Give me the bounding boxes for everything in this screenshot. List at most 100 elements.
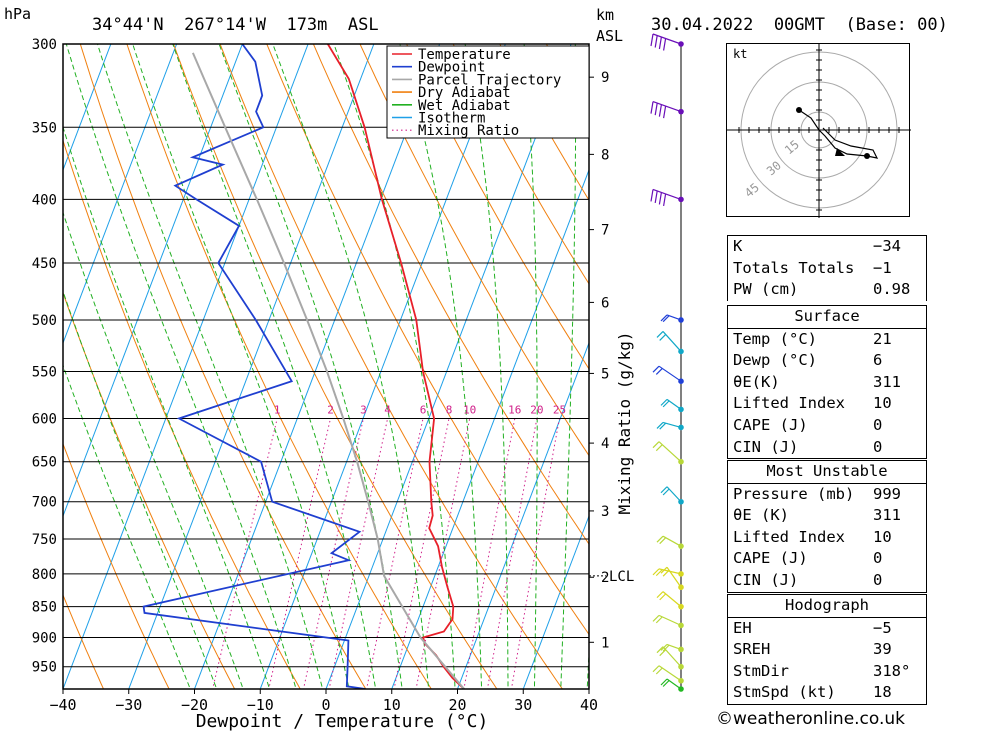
surface-dewp-label: Dewp (°C) [733,351,817,370]
mu-cin-value: 0 [873,570,883,589]
mixing-ratio-label: 2 [327,404,334,417]
temperature-tick-label: 40 [580,696,598,714]
stmspd-value: 18 [873,683,892,702]
wind-barb [660,643,684,653]
hodograph-plot: kt 15 30 45 [727,44,911,218]
wind-barb [652,365,684,384]
pressure-tick-label: 950 [32,660,57,676]
totals-totals-value: −1 [873,258,892,277]
mixing-ratio-line [328,418,389,689]
wind-barb [656,421,684,431]
legend-entry-label: Temperature [418,47,511,63]
wet-adiabat-line [172,44,377,689]
wind-barb [660,398,684,413]
wind-barb [652,441,684,465]
dry-adiabat-line [63,139,301,689]
sreh-label: SREH [733,640,771,659]
hodograph-panel: kt 15 30 45 [726,43,911,218]
surface-cin-row: CIN (J) 0 [728,437,926,459]
mixing-ratio-line [415,418,471,689]
km-tick-label: 7 [601,223,609,239]
isotherm-line [128,44,375,689]
hodograph-ring-45-label: 45 [742,180,762,200]
pressure-tick-label: 550 [32,364,57,380]
wet-adiabat-line [65,44,297,689]
mixing-ratio-label: 1 [274,404,281,417]
pressure-tick-label: 800 [32,567,57,583]
storm-motion-arrow [835,148,845,156]
asl-unit-label: ASL [596,27,623,45]
legend-entry-label: Dewpoint [418,60,485,76]
mixing-ratio-label: 4 [384,404,391,417]
mu-cin-row: CIN (J) 0 [728,570,926,592]
wind-barb [652,665,684,684]
surface-theta-value: 311 [873,372,901,391]
k-index-value: −34 [873,237,901,255]
hodograph-ring-30-label: 30 [764,158,784,178]
temperature-tick-label: 10 [383,696,401,714]
indices-table: K −34 Totals Totals −1 PW (cm) 0.98 [727,235,927,301]
sreh-row: SREH 39 [728,639,926,661]
wet-adiabat-line [218,44,403,689]
km-tick-label: 6 [601,295,609,311]
legend-entry-label: Dry Adiabat [418,85,511,101]
mixing-ratio-line [212,418,278,689]
mu-cape-row: CAPE (J) 0 [728,548,926,570]
mu-pressure-value: 999 [873,484,901,503]
km-tick-label: 5 [601,366,609,382]
temperature-tick-label: 20 [448,696,466,714]
wind-barb [652,614,684,629]
hodograph-params-title: Hodograph [728,595,926,618]
wet-adiabat-line [523,44,538,689]
copyright-notice[interactable]: ©weatheronline.co.uk [716,709,906,729]
mu-cape-value: 0 [873,549,883,568]
isotherm-line [0,7,59,695]
hodograph-ring-15-label: 15 [782,137,802,157]
surface-li-value: 10 [873,394,892,413]
mixing-ratio-label: 3 [360,404,367,417]
eh-row: EH −5 [728,618,926,640]
lcl-label: LCL [609,569,634,585]
surface-temp-row: Temp (°C) 21 [728,329,926,351]
surface-cape-label: CAPE (J) [733,415,808,434]
mixing-ratio-line [302,418,364,689]
wet-adiabat-line [132,44,350,689]
dry-adiabat-line [63,291,236,689]
totals-totals-label: Totals Totals [733,258,855,277]
mu-li-label: Lifted Index [733,527,845,546]
legend-box [386,45,590,139]
mu-li-row: Lifted Index 10 [728,527,926,549]
stmspd-label: StmSpd (kt) [733,683,836,702]
mixing-ratio-label: 20 [530,404,543,417]
pressure-unit-label: hPa [4,5,31,23]
sreh-value: 39 [873,640,892,659]
wet-adiabat-line [560,44,577,689]
mu-theta-label: θE (K) [733,506,789,525]
legend-entry-label: Parcel Trajectory [418,72,561,88]
pressure-tick-label: 600 [32,411,57,427]
hodograph-trace [798,109,879,159]
legend-entry-label: Wet Adiabat [418,98,511,114]
stmdir-value: 318° [873,661,911,680]
wind-barb [656,331,684,355]
pressure-tick-label: 750 [32,532,57,548]
isotherm-line [391,168,589,689]
mixing-ratio-line [268,418,331,689]
surface-dewp-row: Dewp (°C) 6 [728,350,926,372]
km-tick-label: 2 [601,570,609,586]
hodograph-end-point [864,153,870,159]
mu-pressure-label: Pressure (mb) [733,484,855,503]
x-axis-title: Dewpoint / Temperature (°C) [196,711,489,732]
most-unstable-title: Most Unstable [728,461,926,484]
km-unit-label: km [596,6,614,24]
pw-value: 0.98 [873,280,911,299]
wet-adiabat-line [63,289,218,689]
wind-barb [660,566,684,591]
surface-li-label: Lifted Index [733,394,845,413]
mu-li-value: 10 [873,527,892,546]
hodograph-unit-label: kt [733,47,747,61]
dry-adiabat-line [63,593,105,689]
isotherm-line [63,44,309,689]
